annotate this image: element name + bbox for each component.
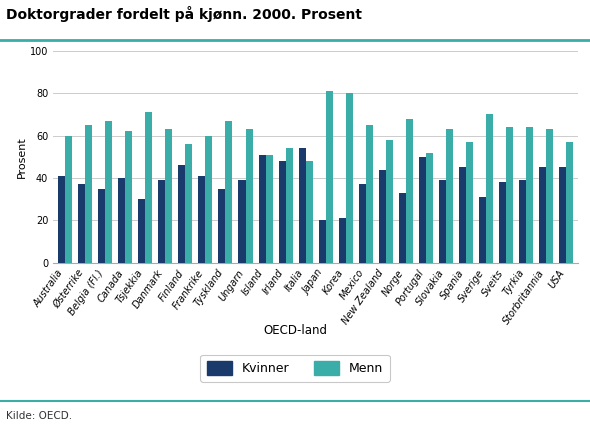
Bar [466,142,473,263]
Bar [459,167,466,263]
Bar [58,176,65,263]
Bar [559,167,566,263]
Bar [479,197,486,263]
Bar [218,189,225,263]
Bar [379,170,386,263]
Bar [519,180,526,263]
Bar [346,93,353,263]
Bar [165,129,172,263]
Bar [238,180,245,263]
Bar [486,114,493,263]
Bar [65,136,72,263]
Bar [339,218,346,263]
Bar [105,121,112,263]
Bar [386,140,393,263]
Bar [286,148,293,263]
Bar [78,184,85,263]
Bar [306,161,313,263]
Text: OECD-land: OECD-land [263,324,327,338]
Bar [185,144,192,263]
Y-axis label: Prosent: Prosent [17,136,27,178]
Bar [299,148,306,263]
Bar [359,184,366,263]
Bar [205,136,212,263]
Bar [98,189,105,263]
Bar [506,127,513,263]
Bar [526,127,533,263]
Bar [125,131,132,263]
Bar [319,220,326,263]
Bar [499,182,506,263]
Legend: Kvinner, Menn: Kvinner, Menn [201,354,389,382]
Bar [539,167,546,263]
Text: Doktorgrader fordelt på kjønn. 2000. Prosent: Doktorgrader fordelt på kjønn. 2000. Pro… [6,6,362,22]
Bar [138,199,145,263]
Bar [446,129,453,263]
Bar [85,125,92,263]
Bar [326,91,333,263]
Bar [266,155,273,263]
Bar [419,157,426,263]
Bar [278,161,286,263]
Bar [198,176,205,263]
Bar [178,165,185,263]
Bar [426,153,433,263]
Bar [225,121,232,263]
Bar [145,112,152,263]
Text: Kilde: OECD.: Kilde: OECD. [6,411,72,421]
Bar [399,193,406,263]
Bar [245,129,253,263]
Bar [158,180,165,263]
Bar [406,119,413,263]
Bar [566,142,573,263]
Bar [118,178,125,263]
Bar [258,155,266,263]
Bar [439,180,446,263]
Bar [546,129,553,263]
Bar [366,125,373,263]
